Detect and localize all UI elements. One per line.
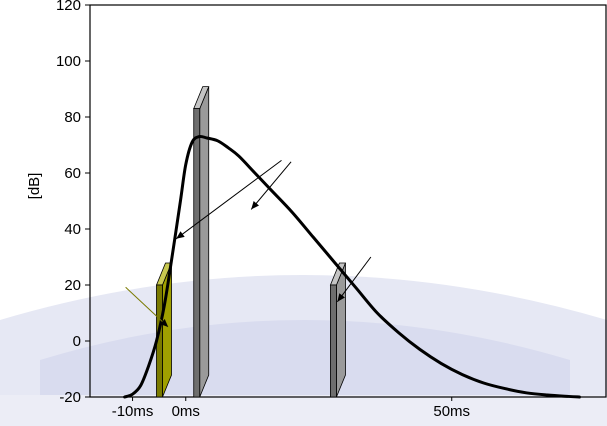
tick-labels: 120 100 80 60 40 20 0 -20 -10ms 0ms 50ms: [56, 0, 470, 420]
bar-side-face: [336, 262, 346, 398]
curve: [123, 134, 581, 399]
arrow: [250, 161, 292, 210]
x-tick-label: 0ms: [172, 403, 200, 420]
arrow-shaft: [250, 161, 292, 210]
y-tick-label: 20: [64, 277, 81, 294]
background-watermark: [0, 275, 607, 426]
y-tick-label: 0: [73, 333, 81, 350]
bar-small-gray: [329, 262, 347, 398]
y-tick-label: 100: [56, 53, 81, 70]
arrow: [125, 286, 169, 328]
arrow: [336, 256, 372, 303]
y-tick-label: 80: [64, 109, 81, 126]
arrow-head: [176, 231, 185, 239]
bar-front-face: [330, 284, 337, 398]
y-tick-label: 120: [56, 0, 81, 14]
arrow-head: [251, 201, 260, 210]
arrow: [175, 159, 282, 240]
x-tick-label: 50ms: [433, 403, 470, 420]
series-line: [123, 134, 581, 399]
plot-border: [89, 4, 607, 398]
x-tick-label: -10ms: [112, 403, 154, 420]
watermark-band: [0, 395, 607, 426]
arrow-shaft: [336, 256, 372, 303]
y-axis-label: [dB]: [26, 173, 43, 200]
bar-tall-gray: [193, 86, 210, 398]
arrow-head: [337, 293, 345, 302]
plot-frame: [89, 4, 607, 398]
y-tick-label: 40: [64, 221, 81, 238]
bar-front-face: [193, 108, 201, 398]
arrow-head: [159, 318, 169, 327]
arrow-shaft: [175, 159, 282, 240]
arrow-shaft: [125, 286, 169, 328]
bar-side-face: [199, 86, 210, 398]
arrows: [125, 159, 372, 328]
y-tick-label: -20: [59, 389, 81, 406]
y-tick-label: 60: [64, 165, 81, 182]
